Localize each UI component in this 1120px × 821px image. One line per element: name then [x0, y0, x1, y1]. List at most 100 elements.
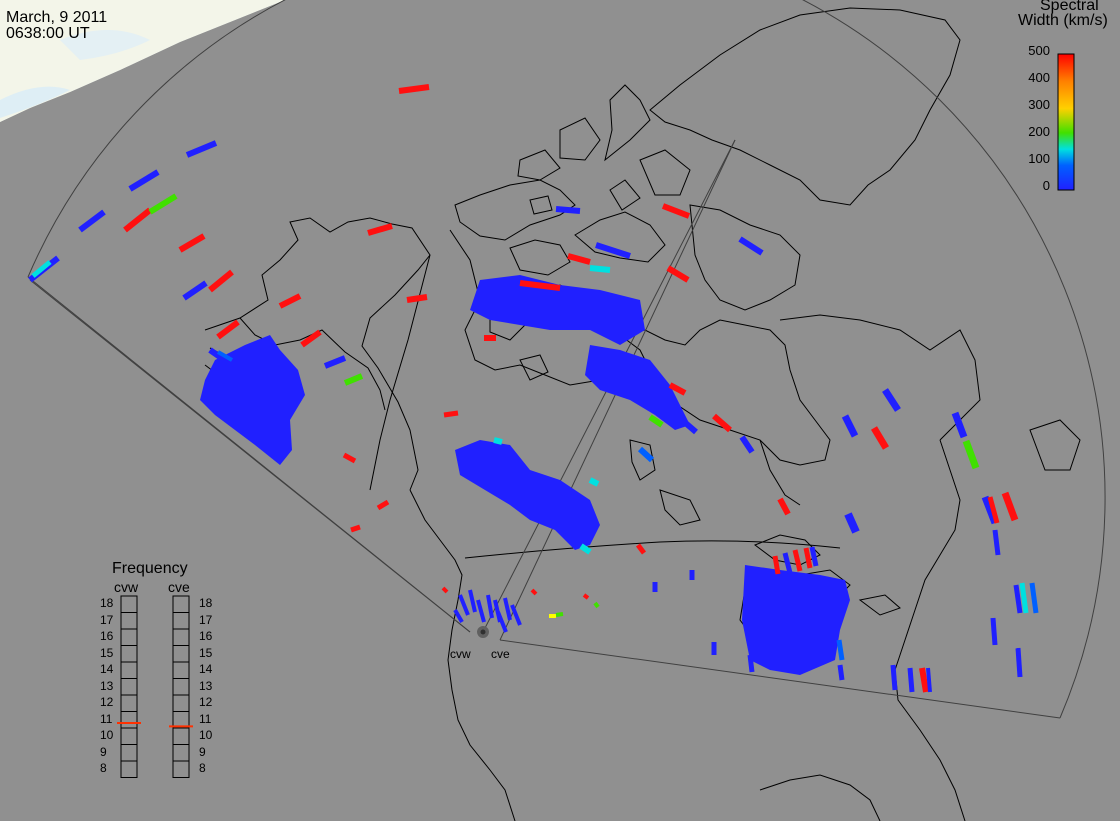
echo-cell — [579, 543, 592, 555]
echo-cell — [772, 555, 781, 575]
echo-cluster — [455, 440, 600, 550]
echo-cell — [1019, 582, 1029, 614]
echo-cell — [123, 207, 152, 233]
echo-cell — [530, 588, 538, 596]
echo-cell — [300, 329, 322, 348]
frequency-scale-label: 9 — [100, 744, 107, 759]
colorbar-title-line1: Spectral — [1040, 0, 1099, 14]
frequency-scale-label: 10 — [100, 728, 114, 742]
frequency-scale-label: 15 — [100, 645, 114, 660]
echo-cell — [595, 242, 631, 259]
echo-cell — [588, 477, 600, 487]
echo-cell — [217, 350, 233, 362]
echo-cell — [951, 411, 968, 439]
echo-cell — [882, 388, 901, 412]
echo-cell — [458, 594, 470, 616]
frequency-title: Frequency — [112, 560, 188, 577]
date-label: March, 9 2011 — [6, 9, 108, 26]
echo-cell — [78, 209, 106, 233]
colorbar-tick-label: 0 — [1042, 178, 1050, 193]
echo-cell — [593, 601, 600, 609]
frequency-scale-label: 9 — [199, 744, 206, 759]
echo-cell — [343, 373, 364, 386]
frequency-scale-label: 13 — [199, 678, 213, 693]
echo-cell — [510, 604, 522, 626]
echo-cell — [661, 203, 691, 219]
echo-cell — [582, 593, 590, 600]
colorbar-tick-label: 400 — [1028, 70, 1050, 85]
frequency-scale-label: 18 — [100, 596, 114, 610]
echo-cell — [567, 253, 591, 265]
echo-cell — [836, 639, 845, 661]
frequency-column — [172, 595, 190, 778]
echo-cell — [208, 269, 234, 293]
echo-cell — [376, 499, 390, 511]
frequency-scale-label: 12 — [199, 695, 213, 709]
echo-cell — [747, 654, 755, 673]
frequency-scale-label: 16 — [100, 629, 114, 643]
echo-cell — [841, 414, 859, 438]
colorbar-tick-label: 200 — [1028, 124, 1050, 139]
echo-cell — [178, 233, 206, 253]
echo-cell — [636, 543, 646, 555]
echo-cell — [476, 599, 486, 623]
echo-cell — [992, 529, 1001, 556]
frequency-scale-label: 16 — [199, 629, 213, 643]
echo-cell — [493, 437, 503, 445]
echo-cell — [468, 589, 477, 613]
echo-cell — [668, 382, 687, 396]
echo-cell — [1013, 584, 1023, 614]
echo-cell — [919, 667, 929, 693]
frequency-scale-label: 18 — [199, 596, 213, 610]
echo-cell — [278, 293, 302, 309]
radar-label-cve: cve — [491, 647, 510, 661]
echo-cell — [1015, 647, 1023, 678]
frequency-scale-label: 8 — [199, 761, 206, 775]
echo-cell — [128, 169, 160, 192]
echo-cell — [637, 446, 655, 463]
echo-cell — [990, 617, 998, 646]
frequency-scale-label: 14 — [199, 662, 213, 676]
echo-cell — [890, 664, 898, 691]
echo-cell — [1001, 491, 1019, 522]
echo-cell — [148, 193, 178, 215]
frequency-column — [120, 595, 138, 778]
echo-cell — [803, 547, 813, 569]
echo-cell — [216, 319, 240, 340]
echo-cell — [739, 435, 755, 454]
echo-cell — [738, 236, 764, 256]
frequency-boxes — [117, 595, 193, 778]
echo-cell — [1029, 582, 1039, 614]
echo-cell — [443, 410, 459, 418]
echo-cluster — [200, 335, 305, 465]
frequency-scale-label: 12 — [100, 695, 114, 709]
echo-cell — [350, 524, 361, 533]
coastlines — [204, 7, 1081, 821]
echo-cluster — [742, 565, 850, 675]
echo-cells — [28, 84, 1039, 693]
echo-cell — [870, 426, 890, 450]
echo-cell — [31, 260, 52, 278]
echo-cell — [680, 417, 698, 435]
echo-cell — [782, 552, 793, 574]
frequency-radar-cvw: cvw — [114, 579, 139, 595]
echo-cell — [962, 439, 980, 470]
colorbar-tick-label: 500 — [1028, 43, 1050, 58]
time-label: 0638:00 UT — [6, 25, 90, 42]
radar-fov — [27, 0, 1106, 719]
echo-cell — [496, 611, 508, 633]
echo-cell — [589, 265, 611, 273]
echo-cell — [323, 355, 347, 369]
echo-cell — [367, 223, 393, 236]
frequency-scale-label: 14 — [100, 662, 114, 676]
echo-cell — [441, 586, 449, 594]
echo-cell — [987, 496, 1000, 524]
frequency-scale-label: 15 — [199, 645, 213, 660]
echo-cell — [453, 608, 464, 624]
echo-cluster — [585, 345, 690, 430]
echo-cell — [666, 265, 690, 283]
echo-cell — [342, 452, 357, 464]
echo-cell — [555, 206, 581, 214]
